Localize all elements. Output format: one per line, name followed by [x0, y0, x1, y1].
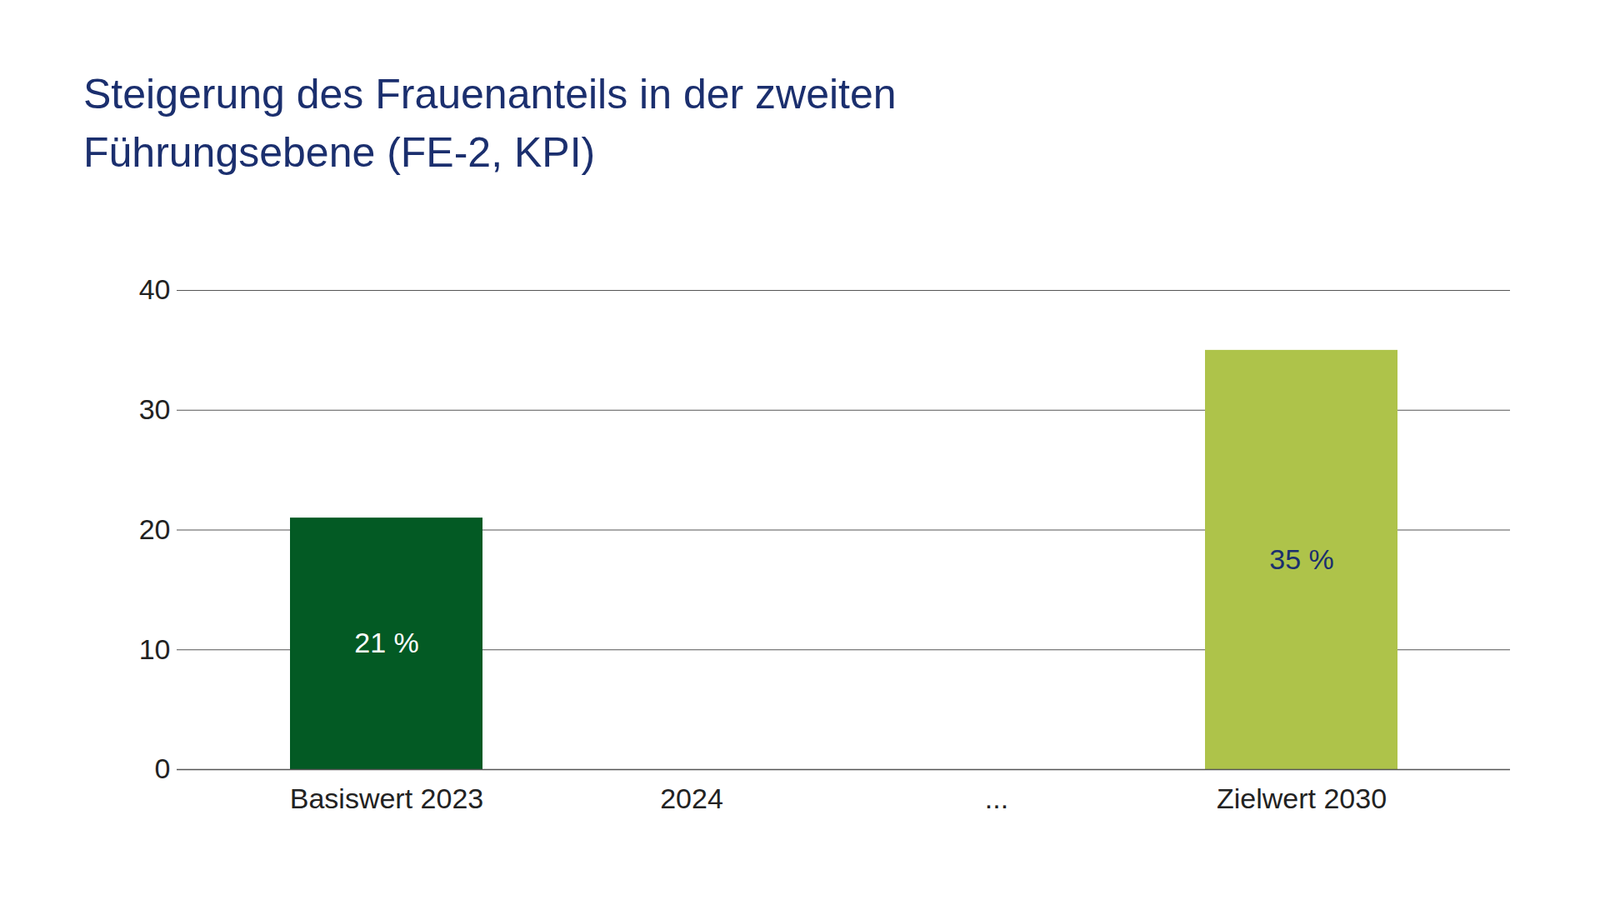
- svg-text:35 %: 35 %: [1269, 543, 1335, 575]
- svg-text:10: 10: [139, 633, 171, 665]
- svg-text:0: 0: [155, 752, 171, 785]
- html-text:Steigerung des Frauenanteils i: Steigerung des Frauenanteils in der zwei…: [83, 70, 897, 176]
- svg-text:Basiswert 2023: Basiswert 2023: [290, 782, 484, 815]
- svg-text:40: 40: [139, 273, 171, 305]
- svg-text:21 %: 21 %: [354, 626, 420, 659]
- svg-text:30: 30: [139, 393, 171, 425]
- svg-text:Zielwert 2030: Zielwert 2030: [1216, 782, 1387, 815]
- svg-text:20: 20: [139, 513, 171, 545]
- svg-text:...: ...: [985, 782, 1009, 815]
- svg-text:2024: 2024: [660, 782, 724, 815]
